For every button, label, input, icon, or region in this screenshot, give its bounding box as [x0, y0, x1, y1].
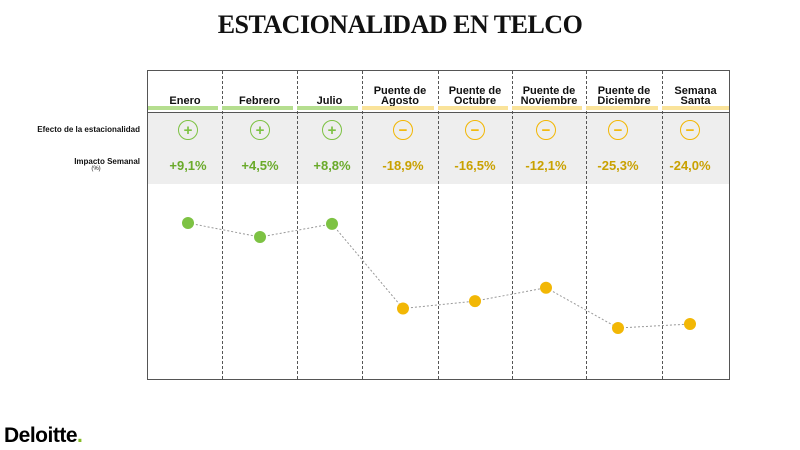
impact-row-label: Impacto Semanal (%) [0, 157, 140, 172]
column-header-line: Puente de [522, 85, 576, 97]
column-underline [148, 106, 218, 110]
column-separator [586, 71, 587, 379]
column-header-line: Julio [316, 95, 343, 107]
impact-value-label: -16,5% [454, 158, 496, 173]
column-header-line: Santa [680, 95, 711, 107]
series-line-segment [259, 223, 333, 238]
impact-value-label: -12,1% [525, 158, 567, 173]
column-header-line: Agosto [381, 95, 419, 107]
column-separator [297, 71, 298, 379]
column-header: Puente de Noviembre [515, 78, 583, 107]
page-title: ESTACIONALIDAD EN TELCO [217, 10, 583, 39]
logo-text: Deloitte [4, 424, 78, 447]
column-separator [662, 71, 663, 379]
column-header-line: Puente de [597, 85, 651, 97]
data-point [326, 217, 338, 230]
column-separator [222, 71, 223, 379]
column-header: Semana Santa [665, 78, 726, 107]
column-header: Puente de Agosto [365, 78, 435, 107]
series-line-segment [545, 287, 619, 329]
column-header-line: Febrero [239, 95, 280, 107]
column-header: Puente de Diciembre [589, 78, 659, 107]
column-separator [512, 71, 513, 379]
series-line-segment [617, 323, 691, 329]
plus-circle-icon: + [322, 120, 342, 140]
series-line-segment [187, 222, 261, 238]
minus-circle-icon: − [465, 120, 485, 140]
deloitte-logo: Deloitte. [4, 424, 83, 448]
impact-value-label: +8,8% [313, 158, 351, 173]
minus-circle-icon: − [536, 120, 556, 140]
data-point [684, 318, 696, 331]
minus-circle-icon: − [393, 120, 413, 140]
column-underline [362, 106, 434, 110]
impact-label-text: Impacto Semanal [74, 157, 140, 166]
plus-circle-icon: + [250, 120, 270, 140]
logo-dot: . [77, 424, 83, 447]
column-header-line: Semana [674, 85, 717, 97]
impact-value-label: -24,0% [669, 158, 711, 173]
column-header: Febrero [225, 78, 294, 107]
data-point [182, 217, 194, 229]
impact-value-label: -18,9% [382, 158, 424, 173]
chart-frame [147, 70, 730, 380]
impact-value-label: +4,5% [241, 158, 279, 173]
column-separator [438, 71, 439, 379]
series-line-segment [474, 287, 547, 302]
series-line-segment [402, 300, 476, 309]
column-underline [222, 106, 293, 110]
minus-circle-icon: − [608, 120, 628, 140]
plus-circle-icon: + [178, 120, 198, 140]
series-line-segment [331, 223, 404, 309]
column-header: Puente de Octubre [441, 78, 509, 107]
data-point [254, 231, 266, 244]
column-underline [662, 106, 729, 110]
column-header-line: Diciembre [597, 95, 651, 107]
data-point [612, 322, 624, 334]
impact-value-label: -25,3% [597, 158, 639, 173]
effect-row-label: Efecto de la estacionalidad [37, 125, 140, 134]
data-point [397, 302, 409, 315]
column-underline [586, 106, 658, 110]
column-header-line: Puente de [373, 85, 427, 97]
impact-value-label: +9,1% [169, 158, 207, 173]
impact-unit-text: (%) [91, 166, 101, 172]
column-header-line: Puente de [448, 85, 502, 97]
column-header-line: Noviembre [520, 95, 578, 107]
data-point [469, 295, 481, 308]
column-header-line: Octubre [453, 95, 497, 107]
column-header-line: Enero [169, 95, 201, 107]
column-underline [512, 106, 582, 110]
column-separator [362, 71, 363, 379]
minus-circle-icon: − [680, 120, 700, 140]
column-header: Enero [151, 78, 219, 107]
column-underline [438, 106, 508, 110]
data-point [540, 281, 552, 294]
column-underline [297, 106, 358, 110]
column-header: Julio [300, 78, 359, 107]
